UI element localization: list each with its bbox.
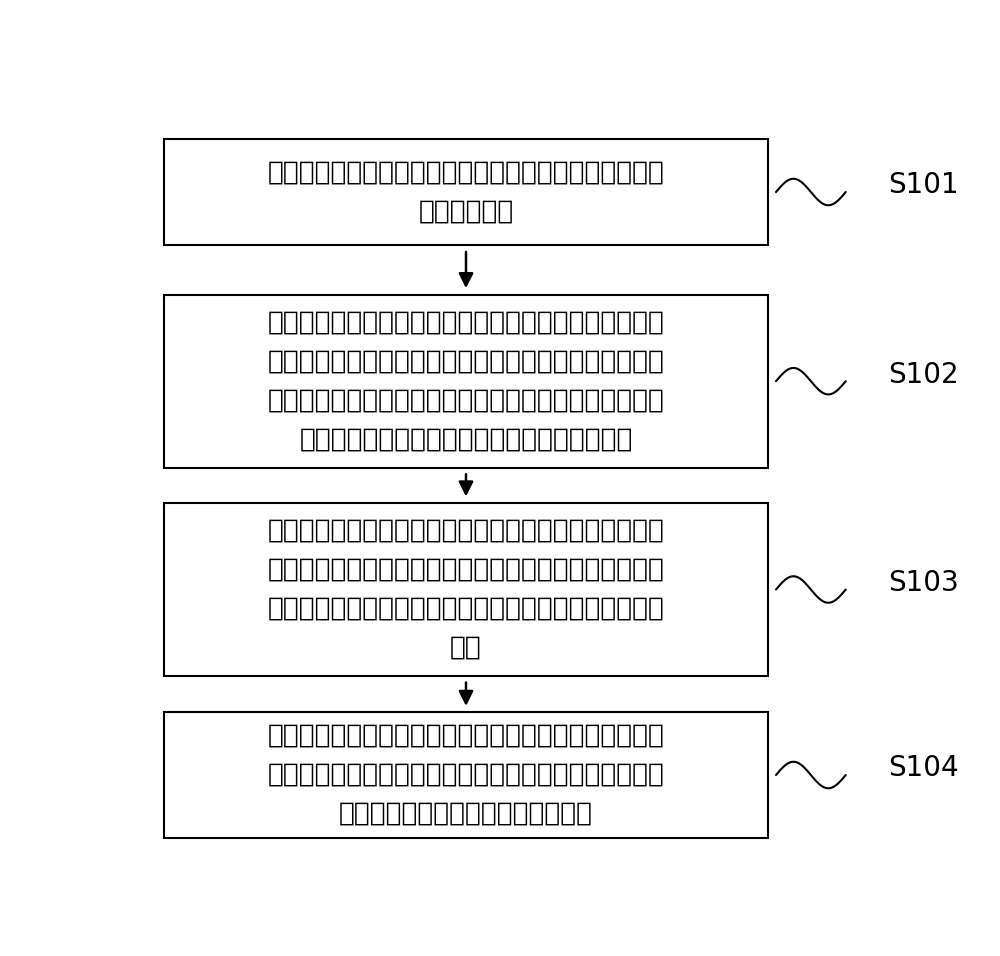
Text: S104: S104 — [888, 754, 959, 782]
Text: 获取能源系统、储能系统和需求侧负荷相关运行数据，得
到源储荷数据: 获取能源系统、储能系统和需求侧负荷相关运行数据，得 到源储荷数据 — [268, 160, 664, 225]
FancyBboxPatch shape — [164, 139, 768, 246]
FancyBboxPatch shape — [164, 712, 768, 837]
Text: S103: S103 — [888, 569, 959, 597]
Text: 基于源储荷数据、初始化优化调度参数及能量在不同的时
刻在能源系统、储能系统和需求侧负荷之间关系和流向，
判断能源系统、储能系统和需求侧负荷三者是否处于动态
平衡: 基于源储荷数据、初始化优化调度参数及能量在不同的时 刻在能源系统、储能系统和需求… — [268, 310, 664, 453]
Text: 汇总设定时间段内各个时刻的能源系统、储能系统和需求
侧负荷之间的热力交互数据和电力交互数据，将这些数据
作为设定时间段间隔的优化调度方案: 汇总设定时间段内各个时刻的能源系统、储能系统和需求 侧负荷之间的热力交互数据和电… — [268, 723, 664, 827]
FancyBboxPatch shape — [164, 294, 768, 467]
FancyBboxPatch shape — [164, 503, 768, 676]
Text: S102: S102 — [888, 360, 959, 388]
Text: S101: S101 — [888, 171, 959, 200]
Text: 根据源储荷数据、初始化优化调度参数、电能平衡方程和
以热定电方式计算各个时刻的电能流向和大小，得到能源
系统、储能系统和需求侧负荷之间在不同时刻的电力交互
数据: 根据源储荷数据、初始化优化调度参数、电能平衡方程和 以热定电方式计算各个时刻的电… — [268, 518, 664, 661]
